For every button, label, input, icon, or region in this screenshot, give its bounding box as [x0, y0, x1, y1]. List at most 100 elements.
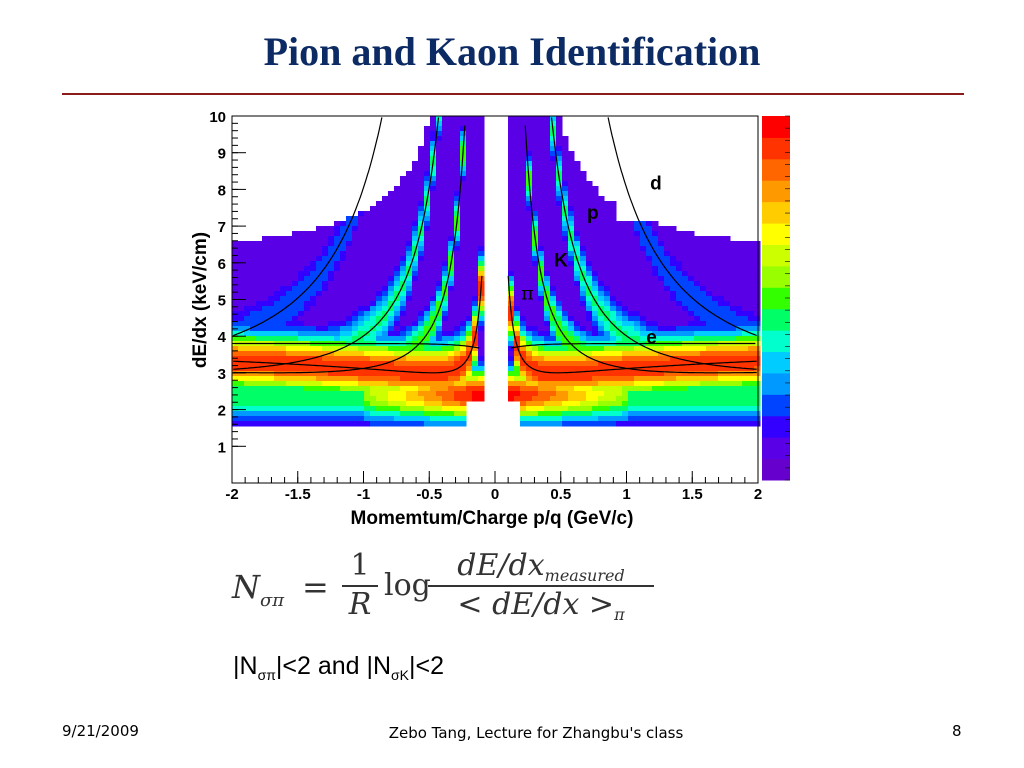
heatmap-bin	[334, 346, 341, 352]
heatmap-bin	[448, 191, 455, 197]
heatmap-bin	[664, 421, 671, 427]
heatmap-bin	[544, 126, 551, 132]
heatmap-bin	[256, 351, 263, 357]
heatmap-bin	[388, 311, 395, 317]
heatmap-bin	[700, 381, 707, 387]
heatmap-bin	[298, 361, 305, 367]
heatmap-bin	[730, 296, 737, 302]
heatmap-bin	[238, 391, 245, 397]
heatmap-bin	[304, 351, 311, 357]
heatmap-bin	[466, 376, 473, 382]
heatmap-bin	[652, 346, 659, 352]
heatmap-bin	[346, 276, 353, 282]
heatmap-bin	[442, 236, 449, 242]
heatmap-bin	[730, 376, 737, 382]
heatmap-bin	[562, 201, 569, 207]
heatmap-bin	[316, 351, 323, 357]
heatmap-bin	[274, 346, 281, 352]
heatmap-bin	[610, 396, 617, 402]
heatmap-bin	[514, 241, 521, 247]
heatmap-bin	[442, 316, 449, 322]
heatmap-bin	[550, 281, 557, 287]
heatmap-bin	[328, 316, 335, 322]
heatmap-bin	[268, 361, 275, 367]
heatmap-bin	[508, 381, 515, 387]
heatmap-bin	[334, 291, 341, 297]
heatmap-bin	[382, 411, 389, 417]
heatmap-bin	[442, 306, 449, 312]
heatmap-bin	[730, 356, 737, 362]
heatmap-bin	[568, 276, 575, 282]
heatmap-bin	[262, 311, 269, 317]
heatmap-bin	[436, 271, 443, 277]
heatmap-bin	[238, 261, 245, 267]
heatmap-bin	[544, 371, 551, 377]
heatmap-bin	[412, 276, 419, 282]
heatmap-bin	[298, 416, 305, 422]
heatmap-bin	[532, 136, 539, 142]
heatmap-bin	[562, 376, 569, 382]
heatmap-bin	[586, 376, 593, 382]
heatmap-bin	[628, 331, 635, 337]
heatmap-bin	[538, 406, 545, 412]
heatmap-bin	[430, 346, 437, 352]
heatmap-bin	[322, 361, 329, 367]
heatmap-bin	[364, 211, 371, 217]
heatmap-bin	[604, 391, 611, 397]
heatmap-bin	[454, 186, 461, 192]
heatmap-bin	[562, 181, 569, 187]
heatmap-bin	[730, 396, 737, 402]
heatmap-bin	[442, 356, 449, 362]
x-axis-label: Momemtum/Charge p/q (GeV/c)	[351, 508, 634, 529]
heatmap-bin	[406, 361, 413, 367]
heatmap-bin	[580, 201, 587, 207]
heatmap-bin	[442, 371, 449, 377]
heatmap-bin	[460, 346, 467, 352]
heatmap-bin	[556, 161, 563, 167]
heatmap-bin	[556, 286, 563, 292]
heatmap-bin	[394, 221, 401, 227]
heatmap-bin	[400, 356, 407, 362]
heatmap-bin	[382, 271, 389, 277]
heatmap-bin	[406, 281, 413, 287]
heatmap-bin	[448, 221, 455, 227]
heatmap-bin	[616, 291, 623, 297]
heatmap-bin	[544, 276, 551, 282]
heatmap-bin	[256, 306, 263, 312]
heatmap-bin	[628, 406, 635, 412]
heatmap-bin	[538, 311, 545, 317]
heatmap-bin	[520, 216, 527, 222]
heatmap-bin	[658, 401, 665, 407]
heatmap-bin	[256, 316, 263, 322]
heatmap-bin	[598, 401, 605, 407]
heatmap-bin	[358, 281, 365, 287]
heatmap-bin	[568, 181, 575, 187]
heatmap-bin	[244, 386, 251, 392]
heatmap-bin	[262, 416, 269, 422]
heatmap-bin	[562, 291, 569, 297]
heatmap-bin	[376, 306, 383, 312]
heatmap-bin	[538, 346, 545, 352]
heatmap-bin	[412, 231, 419, 237]
heatmap-bin	[610, 391, 617, 397]
heatmap-bin	[376, 256, 383, 262]
heatmap-bin	[460, 401, 467, 407]
heatmap-bin	[346, 351, 353, 357]
heatmap-bin	[442, 156, 449, 162]
heatmap-bin	[448, 166, 455, 172]
heatmap-bin	[322, 421, 329, 427]
heatmap-bin	[562, 296, 569, 302]
heatmap-bin	[280, 246, 287, 252]
heatmap-bin	[298, 391, 305, 397]
heatmap-bin	[472, 216, 479, 222]
heatmap-bin	[598, 311, 605, 317]
heatmap-bin	[430, 356, 437, 362]
heatmap-bin	[460, 256, 467, 262]
heatmap-bin	[604, 371, 611, 377]
heatmap-bin	[754, 306, 761, 312]
heatmap-bin	[694, 251, 701, 257]
heatmap-bin	[370, 306, 377, 312]
heatmap-bin	[352, 266, 359, 272]
heatmap-bin	[574, 181, 581, 187]
heatmap-bin	[442, 141, 449, 147]
